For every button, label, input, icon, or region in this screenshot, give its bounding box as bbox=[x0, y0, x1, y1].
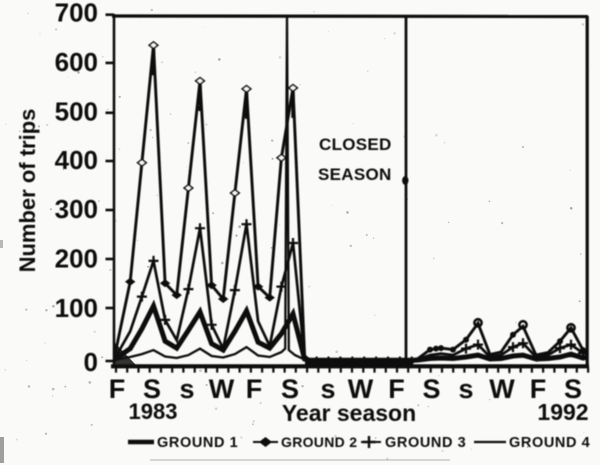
svg-text:S: S bbox=[564, 374, 582, 404]
svg-text:1992: 1992 bbox=[537, 399, 588, 425]
svg-text:SEASON: SEASON bbox=[318, 165, 392, 184]
svg-text:Number of trips: Number of trips bbox=[15, 109, 40, 273]
svg-text:GROUND 1: GROUND 1 bbox=[157, 435, 238, 451]
svg-text:700: 700 bbox=[55, 0, 98, 28]
svg-text:CLOSED: CLOSED bbox=[319, 135, 392, 154]
svg-text:F: F bbox=[530, 374, 547, 404]
svg-text:W: W bbox=[209, 374, 235, 404]
svg-text:400: 400 bbox=[55, 145, 98, 175]
svg-text:200: 200 bbox=[55, 244, 98, 274]
svg-text:100: 100 bbox=[55, 293, 98, 323]
svg-text:GROUND 2: GROUND 2 bbox=[281, 434, 357, 450]
svg-text:F: F bbox=[109, 374, 126, 404]
svg-text:Year season: Year season bbox=[282, 400, 416, 426]
svg-text:GROUND 4: GROUND 4 bbox=[509, 435, 590, 451]
svg-text:GROUND 3: GROUND 3 bbox=[385, 435, 466, 451]
svg-text:F: F bbox=[246, 374, 263, 404]
svg-text:0: 0 bbox=[84, 347, 98, 377]
svg-text:S: S bbox=[422, 374, 440, 404]
svg-text:s: s bbox=[458, 374, 473, 404]
svg-text:300: 300 bbox=[55, 194, 98, 224]
svg-text:600: 600 bbox=[55, 47, 98, 77]
svg-text:s: s bbox=[320, 374, 335, 404]
svg-text:F: F bbox=[388, 374, 405, 404]
svg-text:W: W bbox=[348, 374, 374, 404]
svg-text:S: S bbox=[143, 374, 161, 404]
svg-text:500: 500 bbox=[55, 97, 98, 127]
svg-text:s: s bbox=[179, 374, 194, 404]
svg-text:W: W bbox=[489, 374, 515, 404]
svg-text:1983: 1983 bbox=[129, 399, 178, 424]
svg-text:S: S bbox=[281, 374, 299, 404]
